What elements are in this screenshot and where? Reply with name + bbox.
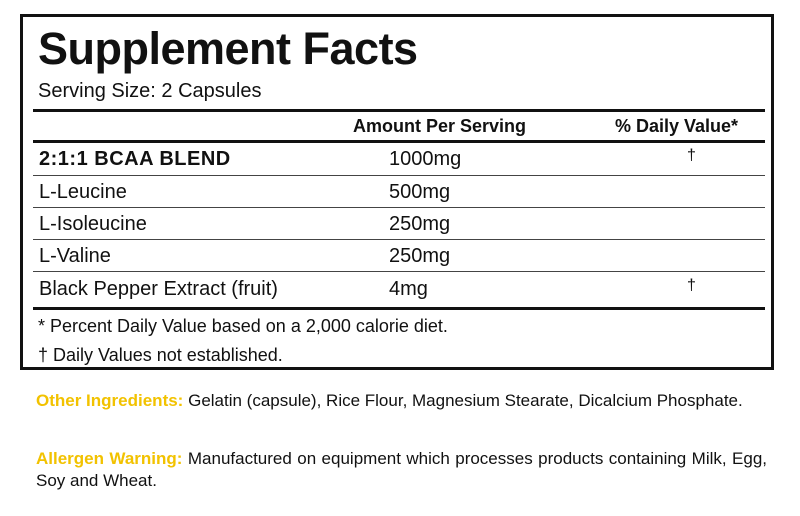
supplement-facts-panel: Supplement Facts Serving Size: 2 Capsule…	[20, 14, 774, 370]
nutrient-amount: 250mg	[389, 243, 450, 269]
nutrient-row: Black Pepper Extract (fruit) 4mg †	[33, 273, 765, 305]
nutrient-amount: 4mg	[389, 276, 428, 302]
row-divider	[33, 271, 765, 272]
nutrient-row: L-Isoleucine 250mg	[33, 208, 765, 240]
footnote-not-established: † Daily Values not established.	[38, 344, 283, 366]
allergen-warning: Allergen Warning: Manufactured on equipm…	[36, 448, 767, 492]
nutrient-daily-value: †	[687, 275, 696, 297]
nutrient-row: L-Leucine 500mg	[33, 176, 765, 208]
nutrient-name: L-Isoleucine	[39, 211, 147, 237]
nutrient-name: Black Pepper Extract (fruit)	[39, 276, 278, 302]
nutrient-amount: 250mg	[389, 211, 450, 237]
nutrient-amount: 500mg	[389, 179, 450, 205]
nutrient-name: L-Valine	[39, 243, 111, 269]
other-ingredients-text: Gelatin (capsule), Rice Flour, Magnesium…	[188, 391, 743, 410]
nutrient-row: 2:1:1 BCAA BLEND 1000mg †	[33, 143, 765, 175]
column-header-amount: Amount Per Serving	[353, 115, 526, 137]
other-ingredients-label: Other Ingredients:	[36, 391, 183, 410]
nutrient-amount: 1000mg	[389, 146, 461, 172]
other-ingredients: Other Ingredients: Gelatin (capsule), Ri…	[36, 390, 767, 412]
column-header-daily-value: % Daily Value*	[615, 115, 738, 137]
nutrient-name: 2:1:1 BCAA BLEND	[39, 146, 231, 172]
footer-divider	[33, 307, 765, 310]
nutrient-daily-value: †	[687, 145, 696, 167]
nutrient-name: L-Leucine	[39, 179, 127, 205]
allergen-warning-label: Allergen Warning:	[36, 449, 182, 468]
header-divider	[33, 109, 765, 112]
nutrient-row: L-Valine 250mg	[33, 240, 765, 272]
footnote-daily-value: * Percent Daily Value based on a 2,000 c…	[38, 315, 448, 337]
panel-title: Supplement Facts	[38, 23, 418, 75]
serving-size: Serving Size: 2 Capsules	[38, 79, 261, 103]
